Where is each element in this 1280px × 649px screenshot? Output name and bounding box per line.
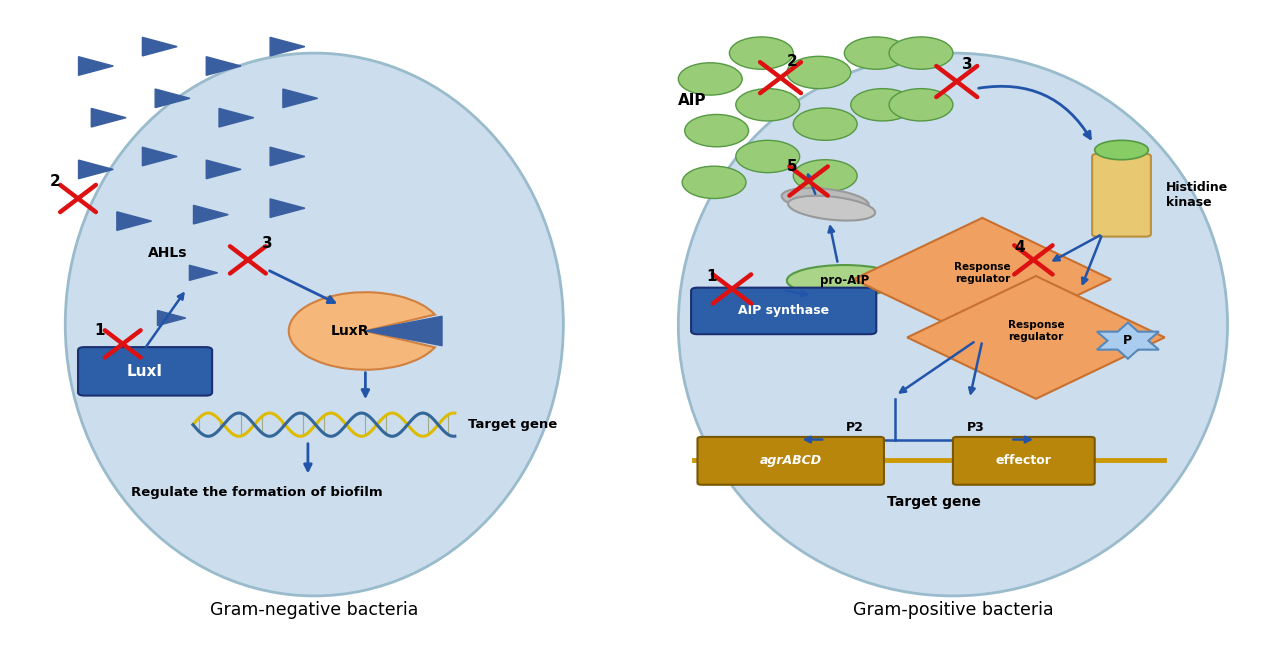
Polygon shape: [78, 56, 113, 75]
FancyBboxPatch shape: [1092, 154, 1151, 237]
Polygon shape: [189, 265, 218, 280]
Polygon shape: [854, 218, 1111, 341]
Wedge shape: [289, 292, 435, 370]
Text: Response
regulator: Response regulator: [1007, 320, 1064, 342]
Polygon shape: [206, 160, 241, 178]
Polygon shape: [206, 56, 241, 75]
Text: Target gene: Target gene: [467, 418, 557, 431]
Circle shape: [845, 37, 909, 69]
FancyBboxPatch shape: [952, 437, 1094, 485]
Circle shape: [678, 63, 742, 95]
Polygon shape: [270, 38, 305, 56]
Text: Gram-positive bacteria: Gram-positive bacteria: [852, 600, 1053, 618]
Polygon shape: [116, 212, 151, 230]
Polygon shape: [1097, 323, 1158, 359]
Text: 1: 1: [95, 323, 105, 338]
Text: Target gene: Target gene: [887, 495, 980, 509]
Text: agrABCD: agrABCD: [759, 454, 822, 467]
Ellipse shape: [1094, 140, 1148, 160]
Ellipse shape: [788, 196, 876, 221]
Text: AIP synthase: AIP synthase: [739, 304, 829, 317]
Circle shape: [794, 160, 858, 192]
Polygon shape: [142, 38, 177, 56]
FancyBboxPatch shape: [698, 437, 884, 485]
Circle shape: [736, 89, 800, 121]
Text: Regulate the formation of biofilm: Regulate the formation of biofilm: [131, 486, 383, 499]
Circle shape: [730, 37, 794, 69]
Ellipse shape: [782, 188, 869, 213]
Circle shape: [890, 89, 952, 121]
Polygon shape: [91, 108, 125, 127]
Circle shape: [787, 56, 851, 89]
FancyBboxPatch shape: [691, 288, 877, 334]
Ellipse shape: [678, 53, 1228, 596]
Polygon shape: [78, 160, 113, 178]
Text: AHLs: AHLs: [148, 246, 188, 260]
FancyBboxPatch shape: [78, 347, 212, 396]
Text: Response
regulator: Response regulator: [954, 262, 1011, 284]
Text: 3: 3: [961, 57, 973, 72]
Polygon shape: [270, 147, 305, 165]
Text: LuxR: LuxR: [330, 324, 370, 338]
Text: pro-AIP: pro-AIP: [819, 274, 869, 287]
Text: 5: 5: [787, 160, 797, 175]
Polygon shape: [270, 199, 305, 217]
Circle shape: [794, 108, 858, 140]
Circle shape: [851, 89, 915, 121]
Circle shape: [685, 114, 749, 147]
Polygon shape: [219, 108, 253, 127]
Polygon shape: [193, 205, 228, 224]
Text: Gram-negative bacteria: Gram-negative bacteria: [210, 600, 419, 618]
Polygon shape: [155, 89, 189, 108]
Text: 3: 3: [262, 236, 273, 251]
Text: P3: P3: [966, 421, 984, 434]
Polygon shape: [908, 276, 1165, 399]
Ellipse shape: [787, 265, 902, 296]
Text: P2: P2: [846, 421, 864, 434]
Circle shape: [890, 37, 952, 69]
Text: AIP: AIP: [678, 93, 707, 108]
Text: P: P: [1124, 334, 1133, 347]
Polygon shape: [283, 89, 317, 108]
Ellipse shape: [65, 53, 563, 596]
Polygon shape: [365, 316, 442, 346]
Text: effector: effector: [996, 454, 1052, 467]
Text: 1: 1: [707, 269, 717, 284]
Text: 4: 4: [1014, 240, 1025, 255]
Polygon shape: [142, 147, 177, 165]
Text: 2: 2: [787, 54, 797, 69]
Polygon shape: [157, 310, 186, 326]
Circle shape: [736, 140, 800, 173]
Text: 2: 2: [50, 173, 60, 189]
Text: Histidine
kinase: Histidine kinase: [1166, 181, 1229, 209]
Circle shape: [682, 166, 746, 199]
Text: LuxI: LuxI: [127, 363, 163, 378]
